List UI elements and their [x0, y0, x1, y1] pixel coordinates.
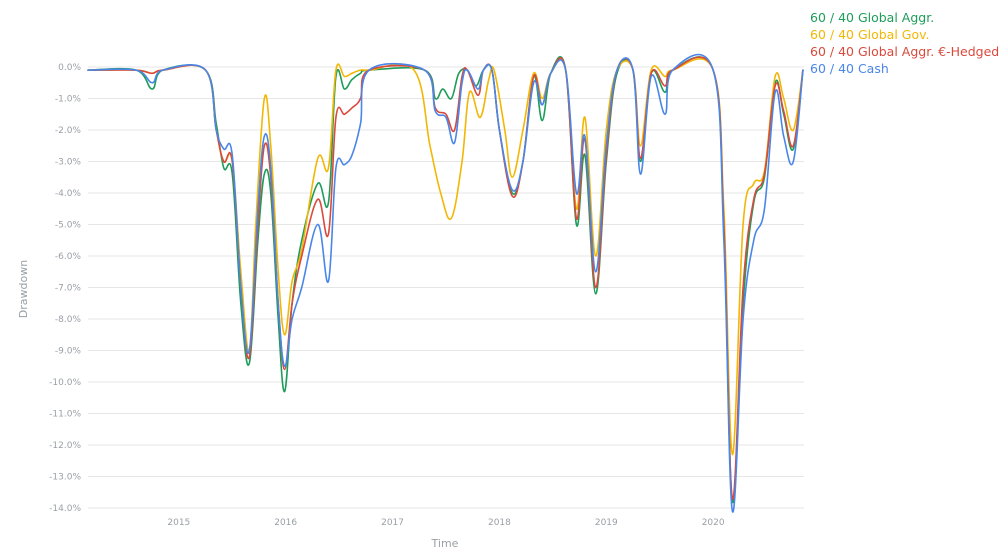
- series-line-1: [87, 55, 804, 504]
- series-lines: [87, 53, 804, 513]
- y-tick-label: -14.0%: [49, 504, 81, 514]
- legend-item-1: 60 / 40 Global Aggr.: [810, 10, 934, 25]
- y-axis-ticks: 0.0% -1.0% -2.0% -3.0% -4.0% -5.0% -6.0% -7.0% -…: [49, 63, 81, 514]
- y-tick-label: 0.0%: [58, 63, 81, 73]
- y-tick-label: -10.0%: [49, 378, 81, 388]
- series-line-4: [87, 53, 804, 513]
- y-tick-label: -5.0%: [55, 221, 82, 231]
- y-tick-label: -3.0%: [55, 158, 82, 168]
- legend-item-3: 60 / 40 Global Aggr. €-Hedged: [810, 44, 999, 59]
- legend-item-2: 60 / 40 Global Gov.: [810, 27, 930, 42]
- y-tick-label: -6.0%: [55, 252, 82, 262]
- x-tick-label: 2020: [702, 518, 725, 528]
- y-tick-label: -4.0%: [55, 189, 82, 199]
- y-tick-label: -13.0%: [49, 473, 81, 483]
- x-axis-title: Time: [431, 537, 459, 550]
- y-tick-label: -2.0%: [55, 126, 82, 136]
- y-tick-label: -12.0%: [49, 441, 81, 451]
- legend-item-4: 60 / 40 Cash: [810, 61, 889, 76]
- y-tick-label: -7.0%: [55, 284, 82, 294]
- y-axis-title: Drawdown: [17, 260, 30, 318]
- x-axis-ticks: 2015 2016 2017 2018 2019 2020: [167, 518, 725, 528]
- y-tick-label: -11.0%: [49, 410, 81, 420]
- y-tick-label: -8.0%: [55, 315, 82, 325]
- x-tick-label: 2015: [167, 518, 190, 528]
- series-line-2: [87, 58, 804, 456]
- y-tick-label: -9.0%: [55, 347, 82, 357]
- series-line-3: [87, 56, 804, 500]
- y-gridlines: [88, 66, 804, 509]
- legend: 60 / 40 Global Aggr. 60 / 40 Global Gov. 6…: [810, 10, 999, 76]
- y-tick-label: -1.0%: [55, 95, 82, 105]
- x-tick-label: 2019: [595, 518, 618, 528]
- x-tick-label: 2016: [274, 518, 297, 528]
- x-tick-label: 2018: [488, 518, 511, 528]
- x-tick-label: 2017: [381, 518, 404, 528]
